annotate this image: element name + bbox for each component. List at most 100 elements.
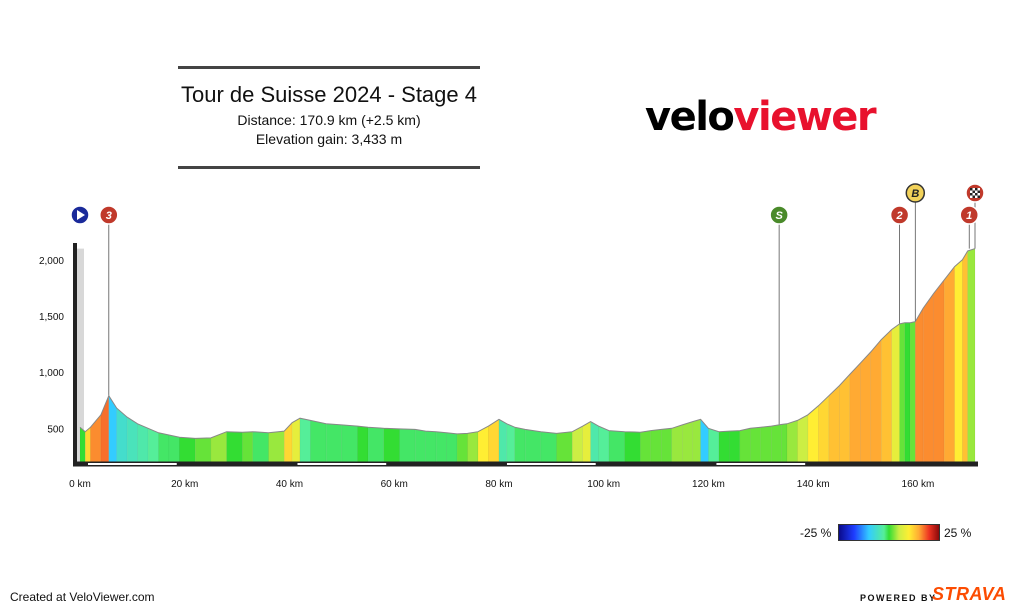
gradient-segment <box>341 424 358 463</box>
bonus-icon: B <box>905 183 926 203</box>
gradient-segment <box>640 430 652 463</box>
marker-circle <box>769 205 789 225</box>
gradient-segment <box>90 414 102 463</box>
gradient-segment <box>881 328 892 463</box>
gradient-segment <box>268 430 285 463</box>
powered-by-text: POWERED BY <box>860 593 937 603</box>
neutral-zone-bar <box>76 248 84 462</box>
distance-text: Distance: 170.9 km (+2.5 km) <box>237 112 421 128</box>
gradient-segment <box>708 427 720 463</box>
y-tick-label: 1,500 <box>39 312 64 323</box>
gradient-segment <box>786 420 798 463</box>
gradient-segment <box>899 322 906 463</box>
veloviewer-logo: veloviewer <box>645 94 877 140</box>
gradient-segment <box>608 430 625 463</box>
gradient-segment <box>572 425 584 463</box>
axis-distance-band <box>88 463 177 465</box>
gradient-segment <box>325 423 343 463</box>
gradient-segment <box>582 421 591 463</box>
gradient-segment <box>477 425 489 463</box>
flag-check <box>970 190 973 193</box>
flag-check <box>975 195 978 198</box>
gradient-segment <box>967 248 976 463</box>
flag-check <box>975 193 978 196</box>
gradient-segment <box>367 426 384 463</box>
flag-check <box>972 188 975 191</box>
flag-check <box>975 188 978 191</box>
gradient-segment <box>818 395 830 463</box>
x-tick-label: 40 km <box>276 479 303 490</box>
y-tick-label: 500 <box>47 424 64 435</box>
gradient-segment <box>299 417 311 463</box>
climb-icon: 2 <box>889 205 910 225</box>
x-tick-label: 100 km <box>587 479 620 490</box>
gradient-segment <box>210 431 227 463</box>
gradient-segment <box>456 433 468 463</box>
gradient-segment <box>126 416 138 463</box>
gradient-segment <box>137 423 149 463</box>
gradient-segment <box>556 431 573 463</box>
elevation-gain-text: Elevation gain: 3,433 m <box>255 131 403 147</box>
gradient-segment <box>147 427 159 463</box>
gradient-segment <box>624 431 641 463</box>
marker-label: 3 <box>106 210 112 222</box>
gradient-segment <box>682 421 693 463</box>
chart-title: Tour de Suisse 2024 - Stage 4 <box>181 82 477 107</box>
gradient-segment <box>425 430 437 463</box>
y-tick-label: 2,000 <box>39 256 64 267</box>
gradient-segment <box>860 351 872 463</box>
flag-check <box>972 193 975 196</box>
flag-check <box>972 190 975 193</box>
gradient-segment <box>904 322 911 463</box>
gradient-segment <box>909 321 916 463</box>
gradient-segment <box>498 418 508 463</box>
flag-check <box>977 188 980 191</box>
flag-check <box>977 190 980 193</box>
flag-check <box>975 190 978 193</box>
title-rule-top <box>178 66 480 69</box>
y-tick-label: 1,000 <box>39 368 64 379</box>
flag-check <box>970 195 973 198</box>
gradient-segment <box>488 418 500 463</box>
climb-icon: 3 <box>99 205 119 225</box>
gradient-segment <box>671 424 683 463</box>
gradient-segment <box>446 432 458 463</box>
gradient-segment <box>467 431 479 463</box>
gradient-segment <box>242 431 254 463</box>
gradient-segment <box>179 437 196 463</box>
gradient-segment <box>839 373 851 463</box>
axes-layer: 500 1,000 1,500 2,000 0 km 20 km 40 km 60 km 80 … <box>39 243 978 490</box>
gradient-segment <box>226 431 243 463</box>
flag-check <box>977 193 980 196</box>
gradient-segment <box>158 432 170 463</box>
climb-icon: 1 <box>959 205 979 225</box>
legend-max-label: 25 % <box>944 526 972 540</box>
gradient-segment <box>692 418 701 463</box>
gradient-fill-layer <box>76 248 976 463</box>
elevation-outline <box>79 248 976 439</box>
created-at-text: Created at VeloViewer.com <box>10 590 155 604</box>
marker-circle <box>905 183 926 203</box>
gradient-segment <box>168 434 180 463</box>
axis-distance-band <box>297 463 387 465</box>
flag-check <box>977 195 980 198</box>
gradient-segment <box>797 414 809 463</box>
marker-label: 1 <box>966 210 972 222</box>
gradient-segment <box>781 423 788 463</box>
flag-check <box>970 193 973 196</box>
gradient-segment <box>700 418 709 463</box>
legend-min-label: -25 % <box>800 526 832 540</box>
gradient-segment <box>291 417 301 463</box>
finish-flag-icon <box>965 183 985 203</box>
gradient-segment <box>79 426 86 463</box>
x-tick-label: 20 km <box>171 479 198 490</box>
flag-check <box>970 188 973 191</box>
strava-logo: STRAVA <box>932 584 1007 604</box>
marker-label: 2 <box>896 210 903 222</box>
gradient-segment <box>771 424 783 463</box>
gradient-segment <box>760 425 772 463</box>
gradient-segment <box>283 422 293 463</box>
title-rule-bottom <box>178 166 480 169</box>
sprint-icon: S <box>769 205 789 225</box>
